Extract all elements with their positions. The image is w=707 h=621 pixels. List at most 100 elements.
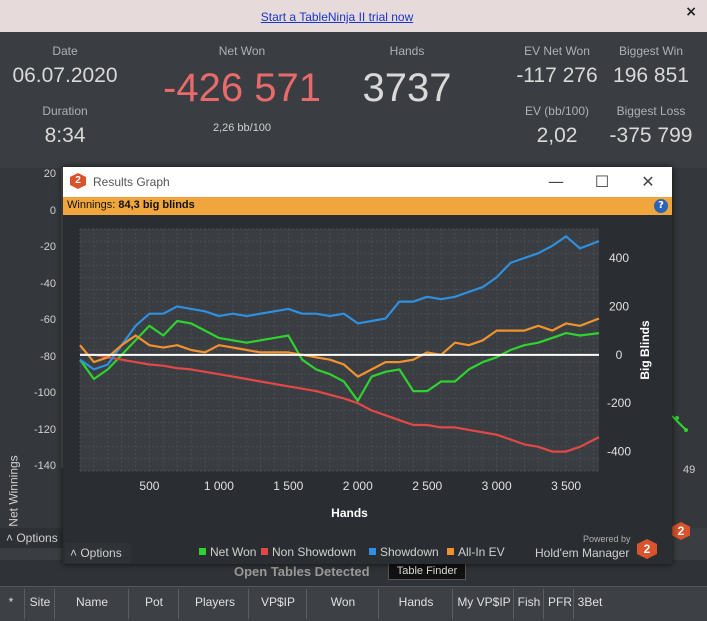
- column-header-0[interactable]: *: [8, 595, 14, 609]
- column-separator: [573, 589, 574, 619]
- column-header-5[interactable]: VP$IP: [260, 595, 296, 609]
- background-y-tick: -100: [33, 387, 56, 399]
- background-y-tick: -40: [40, 277, 56, 290]
- column-header-4[interactable]: Players: [194, 595, 235, 609]
- column-header-10[interactable]: PFR: [548, 595, 572, 609]
- tableninja-trial-link[interactable]: Start a TableNinja II trial now: [260, 10, 414, 24]
- column-header-11[interactable]: 3Bet: [577, 595, 603, 609]
- biggest-loss-value: -375 799: [609, 124, 693, 147]
- graph-options-label: Options: [80, 546, 122, 560]
- winnings-label: Winnings:: [67, 199, 116, 211]
- y-tick-label: 200: [609, 299, 629, 313]
- legend-label: Showdown: [380, 545, 439, 559]
- holdem-manager-brand: Hold'em Manager: [535, 546, 630, 560]
- minimize-icon[interactable]: —: [548, 172, 564, 191]
- series-line: [79, 319, 600, 402]
- x-tick-label: 2 000: [343, 479, 373, 493]
- column-separator: [128, 589, 129, 619]
- hands-value: 3737: [362, 66, 452, 110]
- biggest-win-value: 196 851: [613, 64, 689, 87]
- column-separator: [513, 589, 514, 619]
- biggest-win-label: Biggest Win: [618, 44, 684, 58]
- banner-close-icon[interactable]: ×: [685, 4, 697, 20]
- background-chart-plot: [61, 168, 688, 468]
- graph-options-button[interactable]: ˄ Options: [65, 543, 131, 563]
- legend-item[interactable]: All-In EV: [447, 545, 505, 559]
- background-y-tick: 0: [49, 204, 56, 217]
- hm2-logo-icon: 2: [672, 522, 690, 540]
- background-y-tick: -20: [40, 241, 56, 253]
- legend-label: All-In EV: [458, 545, 505, 559]
- series-line: [79, 317, 600, 378]
- column-header-2[interactable]: Name: [75, 595, 108, 609]
- results-graph-titlebar: 2 Results Graph — ☐ ✕: [63, 167, 672, 197]
- column-separator: [178, 589, 179, 619]
- x-tick-label: 3 000: [482, 479, 512, 493]
- winnings-summary: Winnings: 84,3 big blinds: [67, 199, 195, 211]
- column-header-6[interactable]: Won: [330, 595, 356, 609]
- background-y-tick: -140: [33, 460, 56, 472]
- session-stats-panel: Date 06.07.2020 Duration 8:34 Net Won -4…: [0, 32, 707, 168]
- column-separator: [306, 589, 307, 619]
- legend-swatch: [447, 548, 454, 555]
- x-tick-label: 3 500: [551, 479, 581, 493]
- x-tick-label: 500: [139, 479, 159, 493]
- column-header-8[interactable]: My VP$IP: [457, 595, 511, 609]
- window-title: Results Graph: [93, 175, 170, 189]
- close-icon[interactable]: ✕: [641, 172, 655, 191]
- open-tables-header: Open Tables Detected Table Finder: [0, 560, 707, 586]
- open-tables-grid-header: * Site Name Pot Players VP$IP Won Hands My VP$IP…: [0, 586, 707, 621]
- ev-net-won-value: -117 276: [516, 64, 598, 87]
- background-y-tick: -60: [40, 314, 56, 326]
- open-tables-title: Open Tables Detected: [234, 564, 370, 579]
- legend-swatch: [199, 548, 206, 555]
- column-separator: [24, 589, 25, 619]
- ev-bb100-label: EV (bb/100): [524, 104, 590, 118]
- legend-label: Net Won: [210, 545, 257, 559]
- legend-label: Non Showdown: [272, 545, 357, 559]
- background-chart-end-label: 49: [683, 464, 696, 476]
- net-won-label: Net Won: [218, 44, 266, 58]
- column-header-1[interactable]: Site: [29, 595, 51, 609]
- x-tick-label: 2 500: [412, 479, 442, 493]
- duration-label: Duration: [42, 104, 88, 118]
- hands-label: Hands: [389, 44, 425, 58]
- ev-net-won-label: EV Net Won: [524, 44, 590, 58]
- maximize-icon[interactable]: ☐: [594, 172, 610, 191]
- y-tick-label: 0: [616, 348, 623, 362]
- background-options-label: Options: [16, 531, 58, 545]
- background-y-tick: -80: [40, 350, 56, 363]
- help-icon[interactable]: ?: [654, 199, 668, 213]
- hm2-window-logo-icon: 2: [70, 173, 86, 189]
- column-header-7[interactable]: Hands: [398, 595, 434, 609]
- trial-banner: Start a TableNinja II trial now ×: [0, 0, 707, 32]
- legend-item[interactable]: Net Won: [199, 545, 256, 559]
- biggest-loss-label: Biggest Loss: [616, 104, 686, 118]
- chevron-up-icon: ˄: [70, 546, 81, 560]
- background-options-button[interactable]: ˄ Options: [0, 528, 66, 548]
- legend-item[interactable]: Non Showdown: [261, 545, 356, 559]
- column-separator: [543, 589, 544, 619]
- column-header-9[interactable]: Fish: [517, 595, 541, 609]
- winnings-summary-bar: Winnings: 84,3 big blinds ?: [63, 197, 672, 215]
- legend-item[interactable]: Showdown: [369, 545, 439, 559]
- y-tick-label: -400: [607, 445, 631, 459]
- column-separator: [54, 589, 55, 619]
- results-graph-window: 2 Results Graph — ☐ ✕ Winnings: 84,3 big…: [63, 167, 672, 564]
- legend-swatch: [261, 548, 268, 555]
- date-value: 06.07.2020: [12, 64, 118, 87]
- series-line: [79, 235, 600, 371]
- x-axis-label: Hands: [331, 506, 368, 520]
- y-tick-label: 400: [609, 251, 629, 265]
- winnings-value: 84,3 big blinds: [118, 199, 195, 211]
- powered-by-label: Powered by: [583, 534, 631, 544]
- duration-value: 8:34: [44, 124, 86, 147]
- column-separator: [452, 589, 453, 619]
- net-won-bb100: 2,26 bb/100: [212, 122, 272, 134]
- results-graph-chart[interactable]: 500 1 000 1 500 2 000 2 500 3 000 3 500 400 200 0…: [63, 215, 672, 527]
- y-tick-label: -200: [607, 396, 631, 410]
- background-y-tick: -120: [33, 423, 56, 436]
- legend-swatch: [369, 548, 376, 555]
- chevron-up-icon: ˄: [6, 531, 17, 545]
- column-header-3[interactable]: Pot: [144, 595, 163, 609]
